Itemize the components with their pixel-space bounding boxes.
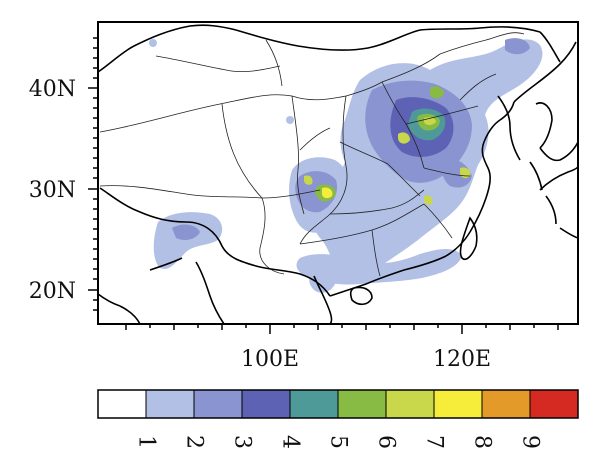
colorbar-box-4-5 bbox=[289, 389, 339, 419]
colorbar-box-6-7 bbox=[385, 389, 435, 419]
field-level-7-south bbox=[424, 195, 433, 205]
colorbar-label-8: 8 bbox=[470, 435, 495, 449]
field-level-3-tibet bbox=[172, 224, 200, 240]
colorbar-label-9: 9 bbox=[518, 435, 543, 449]
map-frame bbox=[97, 21, 579, 325]
field-level-2-speck bbox=[149, 39, 157, 47]
colorbar-box-1-2 bbox=[145, 389, 195, 419]
lon-label-120e: 120E bbox=[433, 347, 491, 372]
colorbar-label-6: 6 bbox=[374, 435, 399, 449]
field-level-8-sichuan bbox=[322, 187, 333, 199]
colorbar: 1 2 3 4 5 6 7 8 9 bbox=[97, 389, 579, 449]
colorbar-box-below-1 bbox=[97, 389, 147, 419]
colorbar-box-3-4 bbox=[241, 389, 291, 419]
map-panel: 40N 30N 20N 100E 120E bbox=[29, 21, 579, 372]
colorbar-label-4: 4 bbox=[278, 435, 303, 449]
colorbar-box-above-9 bbox=[529, 389, 579, 419]
lat-label-40n: 40N bbox=[29, 77, 76, 102]
field-level-6-north2 bbox=[430, 86, 444, 99]
colorbar-label-5: 5 bbox=[326, 435, 351, 449]
field-level-7-mid bbox=[398, 132, 410, 144]
province-borders bbox=[99, 32, 525, 277]
colorbar-label-1: 1 bbox=[134, 435, 159, 449]
lat-label-30n: 30N bbox=[29, 178, 76, 203]
colorbar-frame bbox=[97, 389, 579, 419]
colorbar-label-7: 7 bbox=[422, 435, 447, 449]
colorbar-box-8-9 bbox=[481, 389, 531, 419]
field-level-2-south bbox=[296, 249, 462, 285]
lon-ticks bbox=[125, 324, 559, 334]
shaded-field-layer bbox=[149, 38, 543, 293]
colorbar-label-3: 3 bbox=[230, 435, 255, 449]
colorbar-box-7-8 bbox=[433, 389, 483, 419]
colorbar-box-5-6 bbox=[337, 389, 387, 419]
field-level-2-small bbox=[309, 270, 336, 293]
lat-label-20n: 20N bbox=[29, 279, 76, 304]
field-level-3-yangtze bbox=[442, 158, 472, 188]
lat-ticks bbox=[88, 37, 98, 311]
field-level-2-speck bbox=[286, 116, 294, 124]
coastlines bbox=[97, 24, 579, 325]
field-level-7-sichuan bbox=[304, 175, 313, 185]
field-level-3-ne bbox=[505, 38, 530, 55]
colorbar-label-2: 2 bbox=[182, 435, 207, 449]
colorbar-box-2-3 bbox=[193, 389, 243, 419]
lon-label-100e: 100E bbox=[241, 347, 299, 372]
